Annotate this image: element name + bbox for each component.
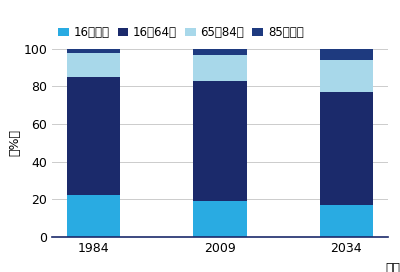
Bar <box>194 81 246 201</box>
Bar <box>67 49 120 53</box>
Bar <box>67 53 120 77</box>
Bar <box>67 195 120 237</box>
Bar <box>320 49 373 60</box>
Bar <box>320 92 373 205</box>
Legend: 16歳未満, 16〜64歳, 65〜84歳, 85歳以上: 16歳未満, 16〜64歳, 65〜84歳, 85歳以上 <box>58 26 304 39</box>
Bar <box>320 205 373 237</box>
Bar <box>67 77 120 195</box>
Y-axis label: （%）: （%） <box>9 129 22 156</box>
Text: （年）: （年） <box>385 262 400 272</box>
Bar <box>194 55 246 81</box>
Bar <box>320 60 373 92</box>
Bar <box>194 201 246 237</box>
Bar <box>194 49 246 55</box>
